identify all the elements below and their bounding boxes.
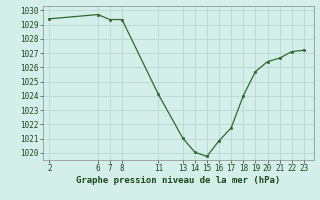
X-axis label: Graphe pression niveau de la mer (hPa): Graphe pression niveau de la mer (hPa): [76, 176, 281, 185]
